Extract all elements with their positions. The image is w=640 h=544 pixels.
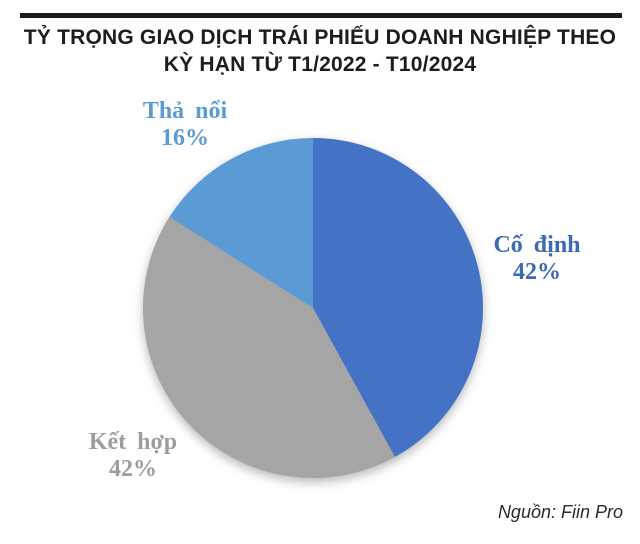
label-ket-hop: Kết hợp 42% [89,429,177,483]
slice-pct-tha-noi: 16% [161,125,209,151]
pie-chart-svg [143,138,483,478]
pie-slice-ket-hop [143,216,395,478]
slice-name-tha-noi: Thả nổi [142,98,228,124]
label-tha-noi: Thả nổi 16% [143,98,227,152]
chart-title-line2: KỲ HẠN TỪ T1/2022 - T10/2024 [163,53,477,76]
slice-name-ket-hop: Kết hợp [88,429,178,455]
pie-chart [143,138,483,478]
slice-pct-co-dinh: 42% [512,259,561,285]
label-co-dinh: Cố định 42% [493,232,580,286]
slice-pct-ket-hop: 42% [108,456,157,482]
pie-slice-co-dinh [313,138,483,457]
chart-title-line1: TỶ TRỌNG GIAO DỊCH TRÁI PHIẾU DOANH NGHI… [23,26,617,49]
pie-slice-tha-noi [169,138,313,308]
top-divider [20,13,622,18]
slice-name-co-dinh: Cố định [493,232,581,258]
chart-title: TỶ TRỌNG GIAO DỊCH TRÁI PHIẾU DOANH NGHI… [0,24,640,78]
source-credit: Nguồn: Fiin Pro [497,502,623,522]
